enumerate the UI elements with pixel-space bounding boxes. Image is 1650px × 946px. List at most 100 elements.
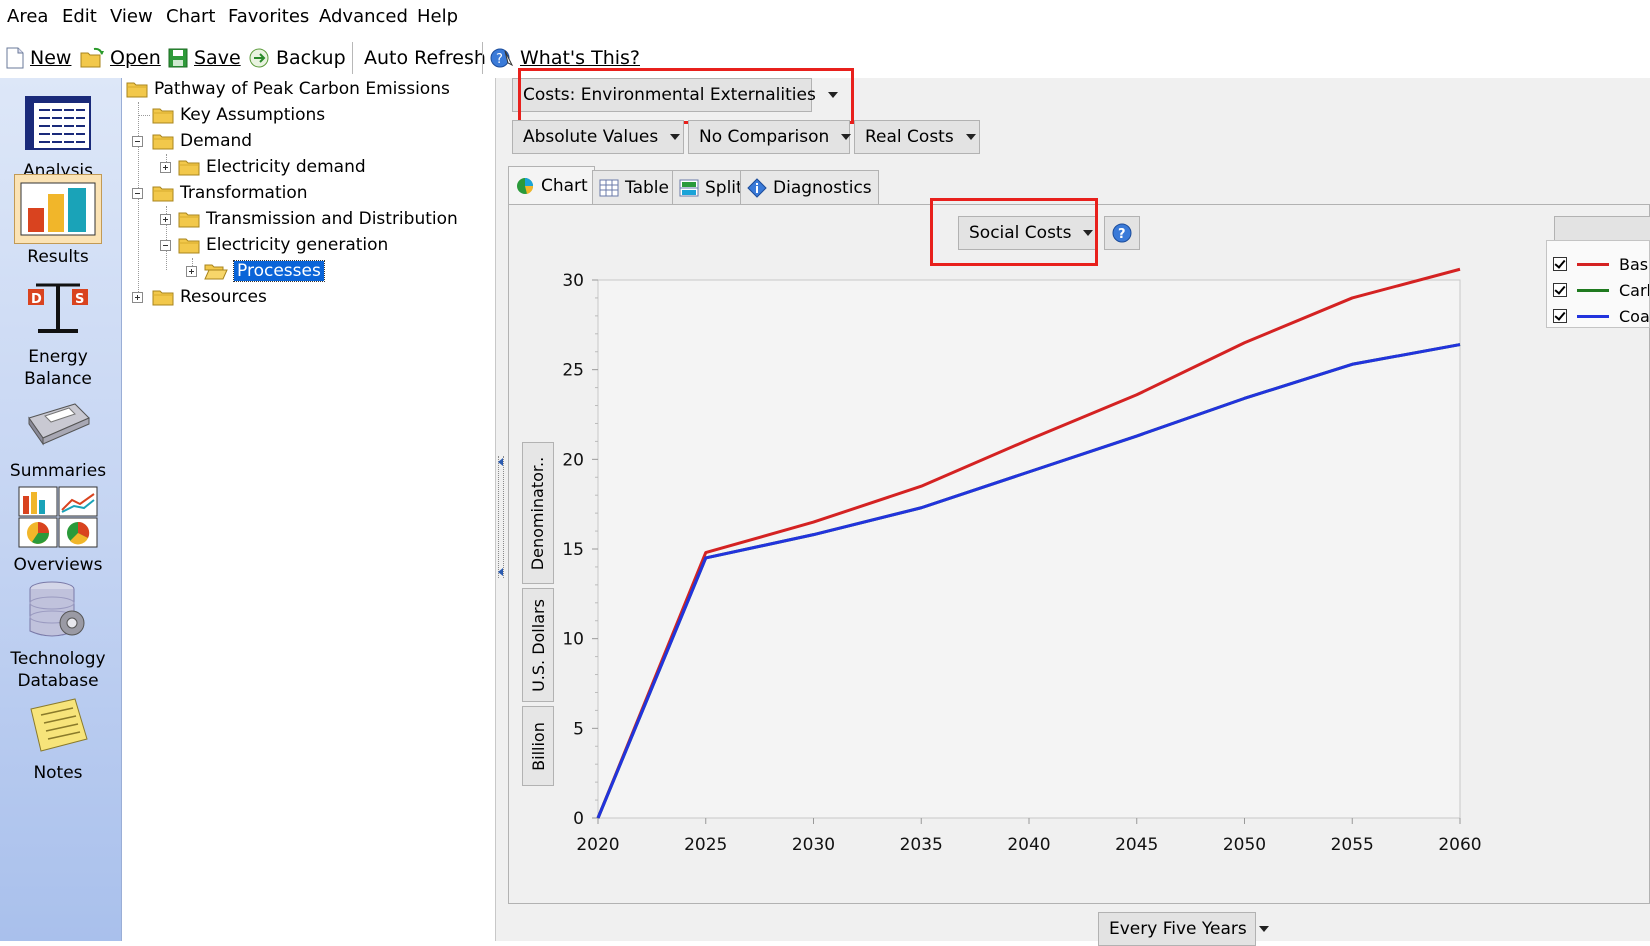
expand-icon[interactable] [186,266,197,277]
tree-node-label: Transformation [180,183,308,203]
expand-icon[interactable] [132,292,143,303]
tree-node-processes[interactable]: Processes [204,258,324,284]
menu-area[interactable]: Area [7,6,48,27]
backup-label: Backup [276,47,346,69]
whats-this-label: What's This? [520,47,640,69]
collapse-icon[interactable] [160,240,171,251]
y-tick-label: 30 [562,271,584,291]
folder-icon [126,80,148,98]
y-tick-label: 0 [573,809,584,829]
x-tick-label: 2025 [684,835,727,855]
open-folder-icon [204,262,228,280]
new-file-icon [6,47,24,69]
legend-swatch [1577,263,1609,266]
y-tick-label: 10 [562,630,584,650]
tree-node-label: Electricity demand [206,157,366,177]
tree-node-root[interactable]: Pathway of Peak Carbon Emissions [126,76,450,102]
expand-icon[interactable] [160,214,171,225]
menu-favorites[interactable]: Favorites [228,6,309,27]
folder-icon [152,106,174,124]
save-disk-icon [168,48,188,68]
splitter-arrow-icon [498,568,504,576]
toolbar-separator [352,42,353,74]
view-summaries[interactable]: Summaries [2,388,114,482]
tree-node-label: Pathway of Peak Carbon Emissions [154,79,450,99]
tree-node-transmission-distribution[interactable]: Transmission and Distribution [178,206,458,232]
tree-node-key-assumptions[interactable]: Key Assumptions [152,102,325,128]
expand-icon[interactable] [160,162,171,173]
y-tick-label: 15 [562,540,584,560]
collapse-icon[interactable] [132,188,143,199]
legend-item-base[interactable]: Bas [1553,253,1648,275]
view-overviews-label: Overviews [2,554,114,576]
view-energy-balance-label-2: Balance [2,368,114,390]
backup-button[interactable]: Backup [248,44,346,72]
tree-node-label: Processes [234,261,324,281]
tree-node-demand[interactable]: Demand [152,128,252,154]
view-energy-balance-label-1: Energy [2,346,114,368]
tree-node-electricity-generation[interactable]: Electricity generation [178,232,388,258]
view-results[interactable]: Results [2,174,114,268]
legend-label: Coa [1619,307,1650,326]
menu-advanced[interactable]: Advanced [319,6,408,27]
collapse-icon[interactable] [132,136,143,147]
tree-node-label: Key Assumptions [180,105,325,125]
tree-node-electricity-demand[interactable]: Electricity demand [178,154,366,180]
legend-swatch [1577,289,1609,292]
chevron-down-icon [1259,926,1269,932]
notes-paper-icon [25,695,91,755]
open-label: Open [110,47,161,69]
legend-checkbox[interactable] [1553,257,1567,271]
results-panel: Costs: Environmental Externalities Absol… [506,78,1650,941]
open-folder-icon [80,47,104,69]
view-technology-database-label-1: Technology [2,648,114,670]
save-button[interactable]: Save [168,44,241,72]
folder-icon [178,210,200,228]
view-summaries-label: Summaries [2,460,114,482]
technology-database-icon [26,579,90,643]
view-notes[interactable]: Notes [2,690,114,784]
splitter-grip[interactable] [498,456,504,578]
folder-icon [178,236,200,254]
view-overviews[interactable]: Overviews [2,482,114,576]
tree-node-transformation[interactable]: Transformation [152,180,308,206]
legend-swatch [1577,315,1609,318]
folder-icon [152,288,174,306]
y-tick-label: 5 [573,719,584,739]
tree-node-label: Resources [180,287,267,307]
view-analysis[interactable]: Analysis [2,88,114,182]
tree-node-label: Electricity generation [206,235,388,255]
legend-checkbox[interactable] [1553,309,1567,323]
menu-view[interactable]: View [110,6,153,27]
menu-chart[interactable]: Chart [166,6,215,27]
new-button[interactable]: New [6,44,71,72]
chart-legend: Bas Carb Coa [1546,240,1650,328]
menu-help[interactable]: Help [417,6,458,27]
tree-node-label: Transmission and Distribution [206,209,458,229]
view-technology-database[interactable]: Technology Database [2,576,114,692]
legend-item-carbon[interactable]: Carb [1553,279,1650,301]
tree-node-resources[interactable]: Resources [152,284,267,310]
x-tick-label: 2055 [1331,835,1374,855]
x-tick-label: 2020 [576,835,619,855]
open-button[interactable]: Open [80,44,161,72]
tree-guide-line [138,102,139,296]
menu-edit[interactable]: Edit [62,6,97,27]
analysis-icon [25,96,91,150]
x-tick-label: 2045 [1115,835,1158,855]
tree-guide-line [138,115,150,116]
view-results-label: Results [2,246,114,268]
panel-splitter[interactable] [496,78,506,941]
svg-text:?: ? [496,52,503,67]
overviews-charts-icon [18,486,98,548]
legend-checkbox[interactable] [1553,283,1567,297]
y-tick-label: 25 [562,361,584,381]
x-tick-label: 2060 [1438,835,1481,855]
legend-item-coal[interactable]: Coa [1553,305,1650,327]
auto-refresh-button[interactable]: Auto Refresh [364,44,486,72]
whats-this-help-icon: ? [490,47,514,69]
